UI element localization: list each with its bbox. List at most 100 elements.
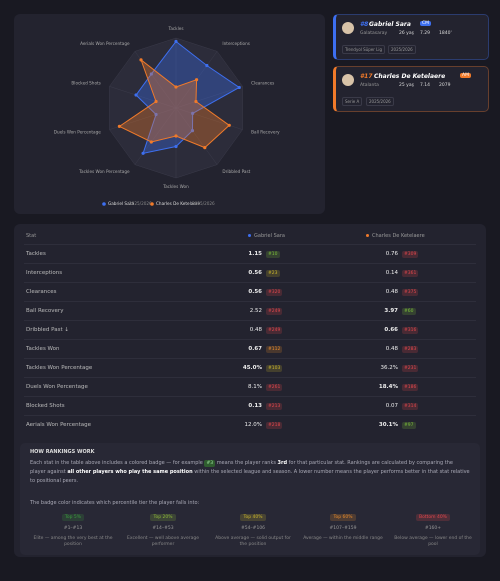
axis-label: Interceptions	[222, 41, 249, 46]
table-row: Tackles 1.15 #10 0.76 #309	[24, 244, 476, 264]
tier-text: Below average — lower end of the pool	[394, 536, 472, 547]
player-card: #8 Gabriel Sara CM Galatasaray 26 yaş 7.29 184…	[333, 14, 489, 60]
tier-intro: The badge color indicates which percenti…	[30, 500, 200, 506]
legend-dot	[366, 234, 369, 237]
header-player: Charles De Ketelaere	[372, 233, 425, 239]
stat-value: 0.48	[385, 346, 398, 352]
player-age: 26 yaş	[399, 31, 414, 36]
rank-badge: #103	[266, 364, 283, 372]
series-point	[203, 146, 207, 150]
tier: Top 60% #107–#159 Average — within the mid…	[302, 514, 384, 542]
rank-badge: #316	[402, 326, 419, 334]
stat-name: Dribbled Past ↓	[26, 327, 69, 333]
stat-value: 0.48	[385, 289, 398, 295]
player-age: 25 yaş	[399, 83, 414, 88]
legend-dot	[248, 234, 251, 237]
rank-badge: #213	[266, 402, 283, 410]
series-point	[174, 85, 178, 89]
series-point	[194, 78, 199, 82]
radar-card: Tackles Interceptions Clearances Ball Recov…	[14, 14, 325, 214]
stat-value: 12.0%	[244, 422, 262, 428]
table-row: Tackles Won 0.67 #112 0.48 #283	[24, 339, 476, 359]
series-point	[191, 111, 195, 116]
axis-label: Ball Recovery	[251, 129, 280, 134]
legend-season: 2025/2026	[192, 201, 215, 206]
table-row: Interceptions 0.56 #23 0.14 #361	[24, 263, 476, 283]
example-badge: #3	[204, 460, 216, 467]
legend-name: Gabriel Sara	[108, 201, 134, 206]
text: for that particular stat. Rankings are c…	[30, 460, 453, 475]
rank-badge: #186	[402, 383, 419, 391]
avatar	[342, 74, 354, 86]
player-number: #8	[360, 21, 369, 28]
series-point	[194, 99, 198, 104]
stat-name: Clearances	[26, 289, 57, 295]
series-point	[174, 39, 178, 44]
table-row: Tackles Won Percentage 45.0% #103 36.2% #231	[24, 358, 476, 378]
text: Each stat in the table above includes a …	[30, 460, 203, 466]
axis-spoke	[109, 86, 177, 109]
axis-label: Duels Won Percentage	[54, 129, 102, 134]
stat-value: 18.4%	[378, 384, 398, 390]
stat-name: Aerials Won Percentage	[26, 422, 92, 428]
series-point	[154, 112, 158, 117]
tier-range: #107–#159	[329, 526, 357, 531]
avatar	[342, 22, 354, 34]
stat-value: 0.56	[248, 270, 262, 276]
axis-label: Dribbled Past	[222, 169, 250, 174]
axis-label: Tackles	[167, 26, 183, 31]
tier-text: Elite — among the very best at the posit…	[33, 536, 113, 547]
player-tag: Trendyol Süper Lig	[342, 45, 386, 54]
series-point	[149, 140, 153, 144]
table-row: Duels Won Percentage 8.1% #261 18.4% #186	[24, 377, 476, 397]
tier-badge: Bottom 40%	[416, 514, 450, 521]
table-row: Blocked Shots 0.13 #213 0.07 #314	[24, 396, 476, 416]
rank-badge: #261	[266, 383, 283, 391]
stat-value: 3.97	[384, 308, 398, 314]
player-rating: 7.29	[420, 31, 431, 36]
text: means the player ranks	[216, 460, 276, 466]
rank-badge: #314	[402, 402, 419, 410]
header-player: Gabriel Sara	[254, 233, 285, 239]
tier-badge: Top 40%	[240, 514, 266, 521]
header-stat: Stat	[26, 233, 37, 239]
series-point	[149, 72, 153, 76]
axis-spoke	[175, 86, 243, 109]
table-row: Aerials Won Percentage 12.0% #218 30.1% #97	[24, 415, 476, 435]
axis-spoke	[175, 107, 243, 130]
table-row: Ball Recovery 2.52 #249 3.97 #60	[24, 301, 476, 321]
stat-value: 36.2%	[380, 365, 398, 371]
tier: Top 40% #54–#106 Above average — solid out…	[212, 514, 294, 548]
legend-season: 2025/2026	[129, 201, 152, 206]
rank-badge: #97	[402, 421, 416, 429]
rank-badge: #309	[402, 250, 419, 258]
player-tag: Serie A	[342, 97, 363, 106]
tier-badge: Top 5%	[61, 514, 85, 521]
stat-value: 0.56	[248, 289, 262, 295]
rank-badge: #23	[266, 269, 280, 277]
stat-value: 0.48	[249, 327, 262, 333]
tier-text: Excellent — well above average performer	[127, 536, 199, 547]
stat-name: Blocked Shots	[26, 403, 65, 409]
rank-badge: #249	[266, 307, 283, 315]
stat-value: 0.67	[248, 346, 262, 352]
stat-value: 0.76	[385, 251, 398, 257]
axis-label: Blocked Shots	[71, 81, 100, 86]
player-tag: 2025/2026	[366, 97, 394, 106]
text: 3rd	[277, 460, 288, 466]
tier-range: #14–#53	[152, 526, 174, 531]
rank-badge: #361	[402, 269, 419, 277]
stat-name: Interceptions	[26, 270, 63, 276]
series-point	[174, 144, 178, 149]
stat-value: 0.66	[384, 327, 398, 333]
stat-value: 0.13	[248, 403, 262, 409]
axis-spoke	[134, 107, 177, 165]
player-card: #17 Charles De Ketelaere AM Atalanta 25 yaş 7…	[333, 66, 489, 112]
series-point	[205, 63, 209, 68]
tier-range: #1–#13	[63, 526, 83, 531]
rank-badge: #112	[266, 345, 283, 353]
rank-badge: #320	[266, 288, 283, 296]
series-point	[237, 85, 241, 90]
radar-chart: Tackles Interceptions Clearances Ball Recov…	[54, 26, 280, 206]
rankings-title: HOW RANKINGS WORK	[30, 449, 95, 455]
